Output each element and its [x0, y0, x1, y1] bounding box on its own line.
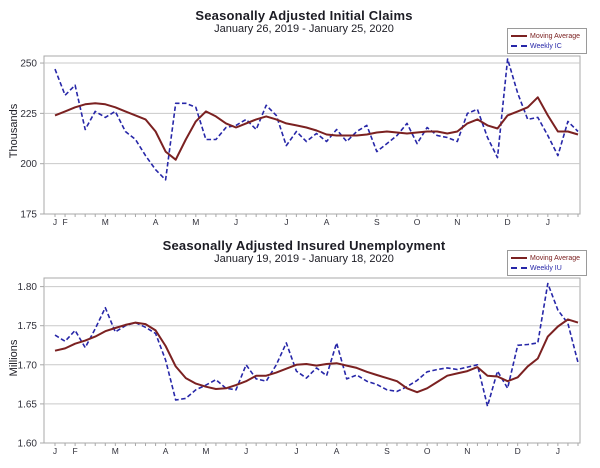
x-axis-month-label: J [53, 217, 57, 227]
legend-item-weekly-ic: Weekly IC [511, 41, 583, 51]
x-axis-month-label: N [454, 217, 460, 227]
x-axis-month-label: M [202, 446, 209, 456]
chart2-subtitle: January 19, 2019 - January 18, 2020 [214, 253, 394, 265]
moving-average-line-swatch-2 [511, 257, 527, 259]
y-axis-tick-label: 175 [20, 210, 37, 221]
x-axis-month-label: D [505, 217, 511, 227]
x-axis-month-label: S [374, 217, 380, 227]
x-axis-month-label: J [244, 446, 248, 456]
x-axis-month-label: A [163, 446, 169, 456]
x-axis-month-label: J [556, 446, 560, 456]
x-axis-month-label: M [102, 217, 109, 227]
x-axis-month-label: O [424, 446, 431, 456]
x-axis-month-label: A [334, 446, 340, 456]
weekly-ic-line-swatch [511, 45, 527, 47]
x-axis-month-label: A [153, 217, 159, 227]
x-axis-month-label: M [112, 446, 119, 456]
x-axis-month-label: M [192, 217, 199, 227]
legend-label-weekly-ic: Weekly IC [530, 42, 562, 50]
y-axis-tick-label: 1.65 [18, 399, 38, 410]
chart2-title: Seasonally Adjusted Insured Unemployment [162, 238, 446, 253]
plot-border [43, 55, 581, 215]
moving-average-line-swatch [511, 35, 527, 37]
x-axis-month-label: F [73, 446, 78, 456]
y-axis-tick-label: 1.75 [18, 321, 38, 332]
weekly-ic-line [54, 58, 579, 181]
x-axis-month-label: A [324, 217, 330, 227]
y-axis-tick-label: 225 [20, 109, 37, 120]
legend-label-moving-average: Moving Average [530, 32, 581, 40]
x-axis-month-label: S [384, 446, 390, 456]
x-axis-month-label: J [546, 217, 550, 227]
legend-item-moving-average-2: Moving Average [511, 253, 583, 263]
y-axis-tick-label: 250 [20, 59, 37, 70]
x-axis-month-label: F [62, 217, 67, 227]
y-axis-tick-label: 200 [20, 159, 37, 170]
moving-average-line [54, 96, 579, 161]
legend-item-moving-average: Moving Average [511, 31, 583, 41]
chart1-title: Seasonally Adjusted Initial Claims [195, 8, 413, 23]
x-axis-month-label: J [234, 217, 238, 227]
y-axis-tick-label: 1.60 [18, 439, 38, 450]
x-axis-month-label: O [414, 217, 421, 227]
chart1-y-axis-label: Thousands [8, 103, 20, 159]
x-axis-month-label: J [284, 217, 288, 227]
chart2-legend: Moving Average Weekly IU [507, 250, 587, 276]
chart1-legend: Moving Average Weekly IC [507, 28, 587, 54]
x-axis-month-label: J [53, 446, 57, 456]
plot-border [43, 277, 581, 444]
chart2-y-axis-label: Millions [8, 339, 20, 377]
y-axis-tick-label: 1.70 [18, 360, 38, 371]
x-axis-month-label: N [464, 446, 470, 456]
moving-average-line [54, 318, 579, 394]
x-axis-month-label: D [515, 446, 521, 456]
y-axis-tick-label: 1.80 [18, 282, 38, 293]
x-axis-month-label: J [294, 446, 298, 456]
weekly-iu-line-swatch [511, 267, 527, 269]
legend-item-weekly-iu: Weekly IU [511, 263, 583, 273]
chart1-subtitle: January 26, 2019 - January 25, 2020 [214, 23, 394, 35]
weekly-iu-line [54, 282, 579, 408]
legend-label-moving-average-2: Moving Average [530, 254, 581, 262]
legend-label-weekly-iu: Weekly IU [530, 264, 562, 272]
